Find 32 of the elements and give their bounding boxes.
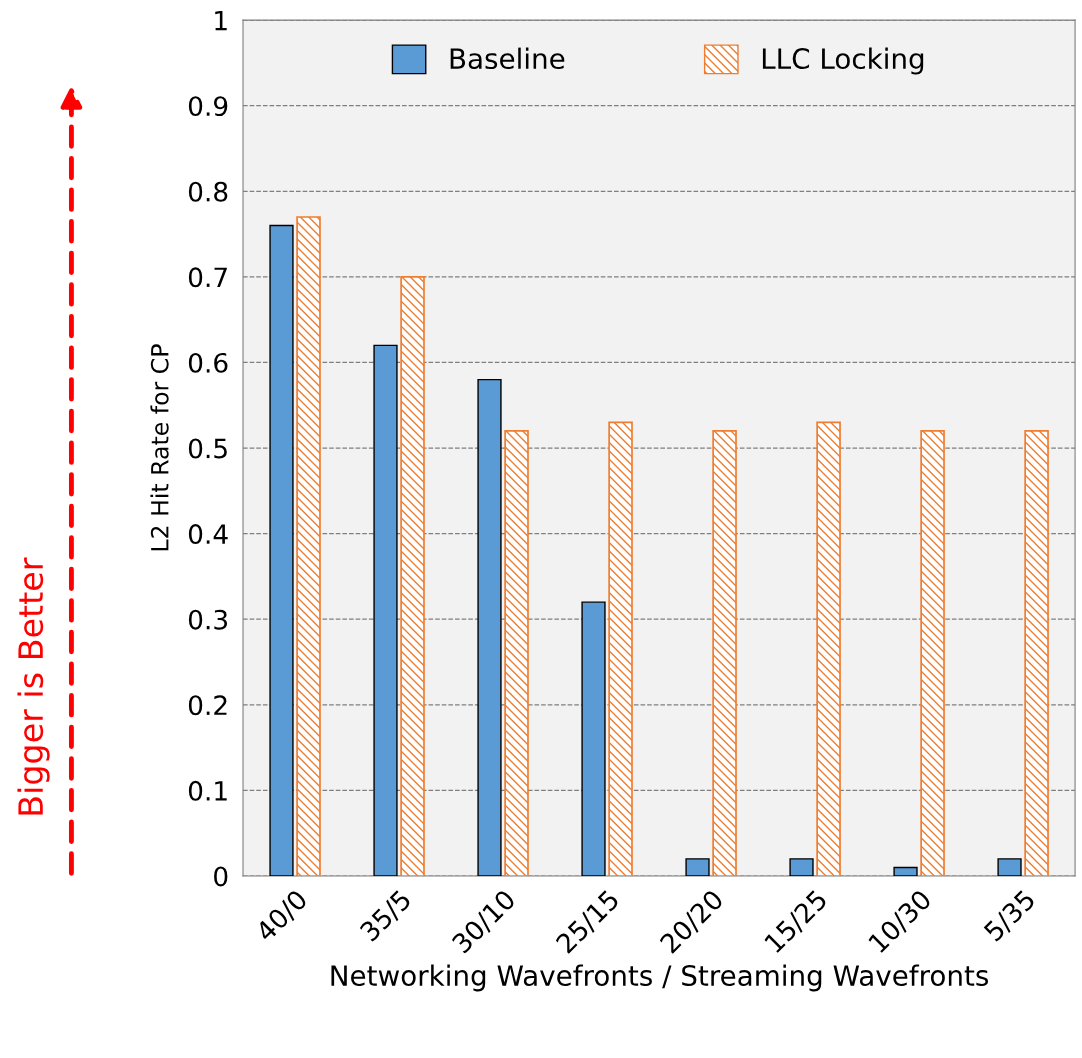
x-axis-title: Networking Wavefronts / Streaming Wavefronts [331, 964, 989, 992]
y-tick-label: 1 [215, 10, 227, 31]
bar [1024, 430, 1049, 877]
y-tick-label: 0.5 [188, 438, 227, 459]
bar [789, 858, 814, 877]
bar [269, 224, 294, 877]
y-tick-label: 0.2 [188, 695, 227, 716]
bar [373, 344, 398, 877]
y-tick-label: 0.1 [188, 780, 227, 801]
legend-label: Baseline [450, 47, 565, 70]
y-tick-label: 0.9 [188, 96, 228, 117]
bar [581, 601, 606, 877]
bar [893, 866, 918, 877]
bar [504, 430, 529, 877]
y-tick-label: 0.3 [188, 609, 228, 630]
y-tick-label: 0 [214, 866, 228, 887]
bar [685, 858, 710, 877]
text: Bigger is Better [17, 557, 50, 815]
bar [816, 421, 841, 877]
y-axis-title: L2 Hit Rate for CP [150, 344, 169, 551]
y-tick-label: 0.4 [188, 524, 228, 545]
y-tick-label: 0.7 [188, 267, 227, 288]
bar [920, 430, 945, 877]
bar [400, 276, 425, 877]
bar [712, 430, 737, 877]
y-tick-label: 0.8 [188, 181, 228, 202]
bar [608, 421, 633, 877]
bar [477, 378, 502, 877]
legend-label: LLC Locking [762, 47, 924, 75]
y-tick-label: 0.6 [188, 352, 228, 373]
bar [296, 216, 321, 877]
bar [997, 858, 1022, 877]
